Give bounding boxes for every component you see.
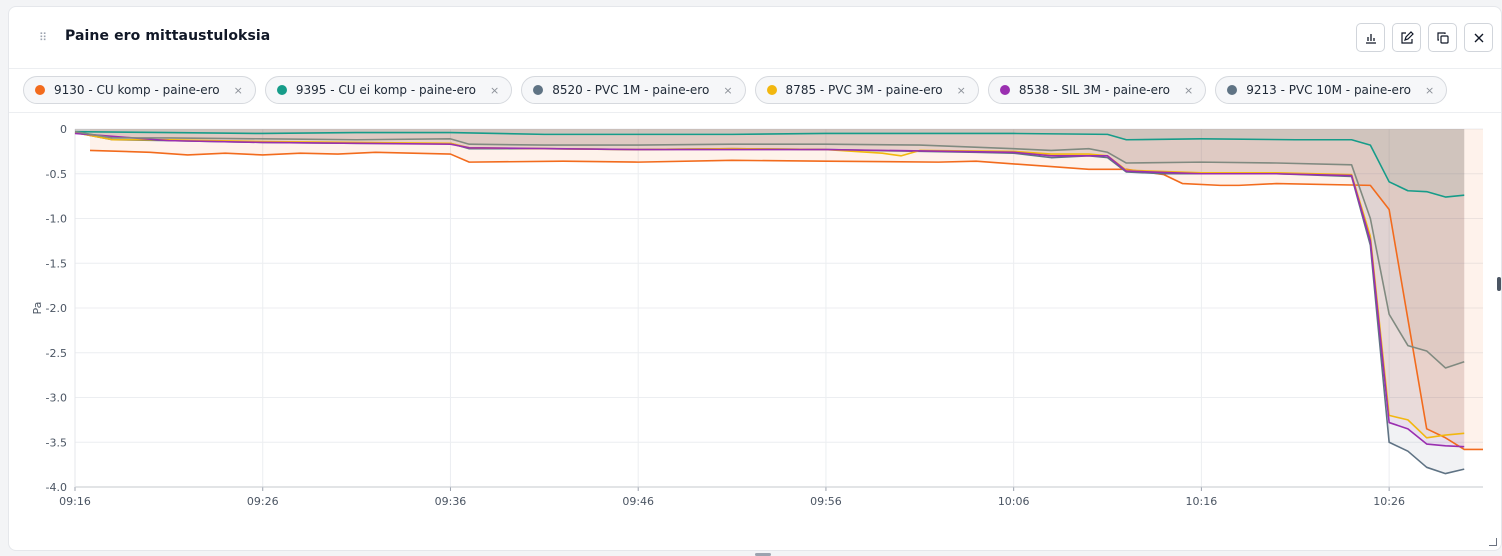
series-color-dot	[35, 85, 45, 95]
remove-series-icon[interactable]: ×	[490, 83, 500, 97]
chart-panel: ⠿ Paine ero mittaustuloksia 9130 - CU ko…	[8, 6, 1502, 556]
divider	[9, 112, 1501, 113]
series-color-dot	[1227, 85, 1238, 95]
y-tick-label: -0.5	[46, 168, 67, 181]
copy-icon	[1436, 31, 1449, 44]
copy-button[interactable]	[1428, 23, 1457, 52]
series-chip-list: 9130 - CU komp - paine-ero × 9395 - CU ei …	[23, 76, 1448, 104]
y-tick-label: -2.0	[46, 302, 67, 315]
series-chip-label: 9130 - CU komp - paine-ero	[54, 83, 220, 97]
series-color-dot	[533, 85, 544, 95]
series-line	[74, 132, 1465, 448]
series-line	[89, 149, 1483, 451]
y-tick-label: -1.5	[46, 257, 67, 270]
drag-handle-icon[interactable]: ⠿	[39, 31, 48, 44]
series-color-dot	[276, 85, 287, 95]
series-area	[75, 129, 1465, 368]
chart-type-button[interactable]	[1356, 23, 1385, 52]
x-tick-label: 09:16	[59, 495, 91, 508]
scrollbar[interactable]	[1497, 277, 1501, 291]
series-chip[interactable]: 9213 - PVC 10M - paine-ero ×	[1215, 76, 1448, 104]
series-color-dot	[766, 85, 777, 95]
series-color-dot	[999, 85, 1010, 95]
x-tick-label: 09:56	[810, 495, 842, 508]
series-chip[interactable]: 8520 - PVC 1M - paine-ero ×	[521, 76, 746, 104]
series-chip[interactable]: 9130 - CU komp - paine-ero ×	[23, 76, 256, 104]
y-tick-label: -2.5	[46, 347, 67, 360]
remove-series-icon[interactable]: ×	[956, 83, 966, 97]
y-tick-label: -3.5	[46, 436, 67, 449]
y-axis-label: Pa	[31, 302, 44, 315]
x-tick-label: 10:26	[1373, 495, 1405, 508]
series-chip-label: 9213 - PVC 10M - paine-ero	[1246, 83, 1411, 97]
series-chip-label: 8538 - SIL 3M - paine-ero	[1018, 83, 1170, 97]
remove-series-icon[interactable]: ×	[723, 83, 733, 97]
chart-icon	[1365, 33, 1376, 44]
series-chip-label: 8785 - PVC 3M - paine-ero	[785, 83, 943, 97]
series-chip-label: 8520 - PVC 1M - paine-ero	[552, 83, 710, 97]
series-chip[interactable]: 8785 - PVC 3M - paine-ero ×	[754, 76, 979, 104]
y-tick-label: -3.0	[46, 392, 67, 405]
edit-button[interactable]	[1392, 23, 1421, 52]
panel-title: Paine ero mittaustuloksia	[65, 28, 271, 44]
x-tick-label: 10:06	[998, 495, 1030, 508]
remove-series-icon[interactable]: ×	[233, 83, 243, 97]
series-line	[74, 130, 1465, 369]
series-area	[75, 129, 1465, 198]
series-area	[75, 129, 1465, 438]
series-area	[75, 129, 1465, 447]
panel-header: ⠿ Paine ero mittaustuloksia	[9, 7, 1501, 69]
series-chip-label: 9395 - CU ei komp - paine-ero	[295, 83, 476, 97]
remove-series-icon[interactable]: ×	[1184, 83, 1194, 97]
series-area	[90, 129, 1483, 450]
pressure-chart: 0 -0.5 -1.0 -1.5 -2.0 -2.5 -3.0 -3.5 -4.009:16 09…	[31, 123, 1483, 508]
series-line	[74, 130, 1465, 198]
remove-series-icon[interactable]: ×	[1424, 83, 1435, 97]
panel-toolbar	[1356, 23, 1493, 52]
x-tick-label: 10:16	[1186, 495, 1218, 508]
y-tick-label: -4.0	[46, 481, 67, 494]
x-tick-label: 09:36	[435, 495, 467, 508]
resize-corner-icon[interactable]	[1489, 538, 1497, 546]
close-button[interactable]	[1464, 23, 1493, 52]
series-chip[interactable]: 8538 - SIL 3M - paine-ero ×	[987, 76, 1207, 104]
y-tick-label: 0	[60, 123, 67, 136]
edit-icon	[1400, 30, 1414, 44]
x-tick-label: 09:46	[622, 495, 654, 508]
y-tick-label: -1.0	[46, 213, 67, 226]
close-icon	[1474, 33, 1483, 42]
x-tick-label: 09:26	[247, 495, 279, 508]
series-chip[interactable]: 9395 - CU ei komp - paine-ero ×	[264, 76, 513, 104]
